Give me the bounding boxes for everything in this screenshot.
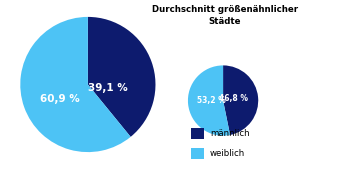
Text: 53,2 %: 53,2 % (197, 96, 226, 105)
Text: weiblich: weiblich (210, 149, 245, 158)
Text: 60,9 %: 60,9 % (40, 94, 79, 104)
Text: männlich: männlich (210, 129, 249, 138)
Text: 39,1 %: 39,1 % (88, 83, 128, 93)
Wedge shape (20, 17, 131, 152)
Text: 46,8 %: 46,8 % (219, 94, 248, 103)
Text: Durchschnitt größenähnlicher
Städte: Durchschnitt größenähnlicher Städte (152, 5, 298, 26)
Wedge shape (188, 65, 230, 136)
Wedge shape (223, 65, 258, 135)
Wedge shape (88, 17, 155, 137)
